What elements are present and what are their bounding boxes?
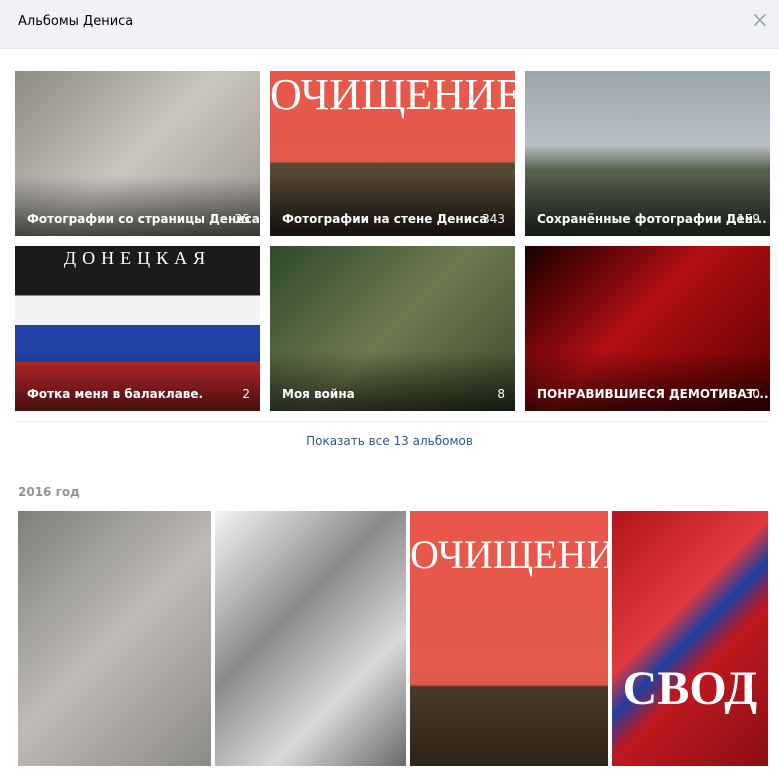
album-count: 343 — [482, 212, 505, 226]
album-card[interactable]: Сохранённые фотографии Ден... 159 — [525, 71, 770, 236]
album-count: 8 — [497, 387, 505, 401]
image-text: СВОД — [622, 662, 758, 715]
album-name: Сохранённые фотографии Ден... — [537, 212, 767, 226]
image-text: ОЧИЩЕНИЕ — [270, 71, 515, 119]
caption-shade — [15, 176, 260, 236]
photo-thumb[interactable] — [18, 511, 211, 766]
album-count: 159 — [737, 212, 760, 226]
divider — [15, 421, 770, 422]
image-text: ДОНЕЦКАЯ — [63, 248, 212, 268]
album-name: Моя война — [282, 387, 355, 401]
caption-shade — [270, 351, 515, 411]
image-text: ОЧИЩЕНИЕ — [410, 532, 608, 577]
caption-shade — [525, 351, 770, 411]
photo-thumb[interactable]: СВОД — [612, 511, 768, 766]
album-card[interactable]: Фотографии со страницы Дениса 25 — [15, 71, 260, 236]
album-count: 25 — [234, 212, 250, 226]
modal-header: Альбомы Дениса × — [0, 0, 779, 49]
album-card[interactable]: ОЧИЩЕНИЕ Фотографии на стене Дениса 343 — [270, 71, 515, 236]
album-name: Фотографии со страницы Дениса — [27, 212, 260, 226]
show-all-link[interactable]: Показать все 13 альбомов — [306, 434, 473, 448]
caption-shade — [270, 176, 515, 236]
album-name: Фотка меня в балаклаве. — [27, 387, 204, 401]
section-title: 2016 год — [18, 485, 80, 499]
close-button[interactable]: × — [750, 8, 769, 33]
modal-title: Альбомы Дениса — [18, 14, 134, 29]
album-card[interactable]: Моя война 8 — [270, 246, 515, 411]
photo-thumb[interactable] — [215, 511, 406, 766]
album-count: 2 — [242, 387, 250, 401]
album-card[interactable]: ПОНРАВИВШИЕСЯ ДЕМОТИВАТ... 30 — [525, 246, 770, 411]
album-card[interactable]: ДОНЕЦКАЯ Фотка меня в балаклаве. 2 — [15, 246, 260, 411]
album-count: 30 — [744, 387, 760, 401]
album-name: ПОНРАВИВШИЕСЯ ДЕМОТИВАТ... — [537, 387, 769, 401]
album-name: Фотографии на стене Дениса — [282, 212, 488, 226]
photo-thumb[interactable]: ОЧИЩЕНИЕ — [410, 511, 608, 766]
caption-shade — [15, 351, 260, 411]
caption-shade — [525, 176, 770, 236]
